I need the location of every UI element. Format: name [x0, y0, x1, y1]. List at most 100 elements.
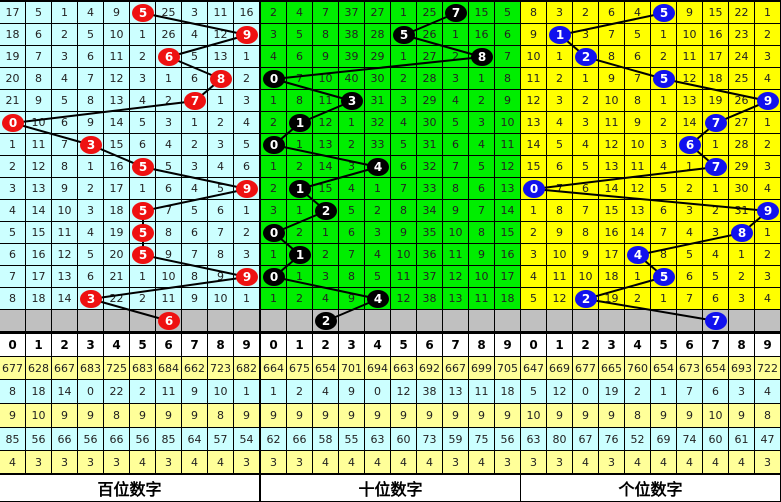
prediction-cell [573, 310, 599, 332]
omission-cell: 6 [0, 244, 26, 266]
stat-cell: 705 [495, 357, 521, 380]
omission-cell: 2 [130, 46, 156, 68]
omission-cell: 3 [521, 244, 547, 266]
omission-cell: 18 [495, 288, 521, 310]
prediction-cell [729, 310, 755, 332]
stat-cell: 9 [469, 404, 495, 428]
omission-cell: 1 [755, 112, 781, 134]
omission-cell: 5 [52, 90, 78, 112]
omission-cell: 8 [443, 178, 469, 200]
omission-cell: 1 [261, 156, 287, 178]
omission-cell: 26 [417, 24, 443, 46]
stat-cell: 628 [26, 357, 52, 380]
omission-cell: 9 [313, 46, 339, 68]
stat-cell: 4 [208, 451, 234, 474]
omission-cell: 12 [547, 288, 573, 310]
omission-cell: 6 [182, 222, 208, 244]
prediction-cell [339, 310, 365, 332]
omission-cell: 6 [495, 24, 521, 46]
stat-cell: 9 [313, 404, 339, 428]
stat-cell: 11 [469, 380, 495, 404]
omission-cell: 1 [651, 24, 677, 46]
stat-cell: 683 [78, 357, 104, 380]
draw-ball: 0 [523, 180, 545, 198]
digit-header: 2 [573, 334, 599, 357]
omission-cell: 11 [625, 156, 651, 178]
omission-cell: 13 [208, 46, 234, 68]
stat-cell: 56 [26, 428, 52, 451]
stat-cell: 1 [234, 380, 260, 404]
omission-cell: 13 [677, 90, 703, 112]
omission-cell: 11 [156, 288, 182, 310]
omission-cell: 14 [52, 288, 78, 310]
omission-cell: 2 [287, 156, 313, 178]
draw-ball: 1 [289, 246, 311, 264]
omission-cell: 5 [677, 244, 703, 266]
omission-cell: 13 [521, 112, 547, 134]
omission-cell: 1 [625, 266, 651, 288]
omission-cell: 1 [261, 244, 287, 266]
stat-cell: 54 [234, 428, 260, 451]
digit-header: 1 [547, 334, 573, 357]
stat-cell: 4 [729, 451, 755, 474]
omission-cell: 4 [208, 156, 234, 178]
omission-cell: 2 [729, 266, 755, 288]
omission-cell: 8 [182, 266, 208, 288]
omission-cell: 2 [755, 134, 781, 156]
omission-cell: 33 [365, 134, 391, 156]
stat-cell: 9 [677, 404, 703, 428]
stat-cell: 692 [417, 357, 443, 380]
stat-cell: 73 [417, 428, 443, 451]
omission-cell: 16 [703, 24, 729, 46]
stat-cell: 667 [443, 357, 469, 380]
draw-ball: 0 [2, 114, 24, 132]
omission-cell: 1 [755, 222, 781, 244]
omission-cell: 3 [755, 156, 781, 178]
omission-cell: 4 [443, 90, 469, 112]
omission-cell: 7 [0, 266, 26, 288]
prediction-ball: 6 [158, 312, 180, 330]
draw-ball: 0 [263, 224, 285, 242]
omission-cell: 19 [703, 90, 729, 112]
stat-cell: 19 [599, 380, 625, 404]
draw-ball: 9 [236, 268, 258, 286]
omission-cell: 16 [469, 24, 495, 46]
stat-cell: 8 [104, 404, 130, 428]
omission-cell: 3 [52, 46, 78, 68]
stat-cell: 4 [703, 451, 729, 474]
stat-cell: 4 [313, 380, 339, 404]
omission-cell: 38 [339, 24, 365, 46]
stat-cell: 0 [365, 380, 391, 404]
omission-cell: 6 [52, 112, 78, 134]
omission-cell: 9 [78, 112, 104, 134]
omission-cell: 8 [599, 46, 625, 68]
digit-header: 4 [365, 334, 391, 357]
stat-cell: 4 [391, 451, 417, 474]
prediction-cell [130, 310, 156, 332]
omission-cell: 3 [313, 266, 339, 288]
omission-cell: 15 [521, 156, 547, 178]
omission-cell: 4 [234, 112, 260, 134]
omission-cell: 6 [339, 222, 365, 244]
stat-cell: 675 [287, 357, 313, 380]
draw-ball: 0 [263, 268, 285, 286]
stat-cell: 8 [755, 404, 781, 428]
stat-cell: 725 [104, 357, 130, 380]
stat-cell: 4 [365, 451, 391, 474]
digit-header: 1 [287, 334, 313, 357]
omission-cell: 4 [78, 2, 104, 24]
omission-cell: 14 [599, 178, 625, 200]
omission-cell: 14 [521, 134, 547, 156]
draw-ball: 5 [653, 4, 675, 22]
omission-cell: 1 [469, 68, 495, 90]
omission-cell: 9 [443, 200, 469, 222]
omission-cell: 7 [182, 244, 208, 266]
omission-cell: 10 [391, 244, 417, 266]
omission-cell: 1 [130, 266, 156, 288]
omission-cell: 3 [755, 46, 781, 68]
omission-cell: 2 [287, 288, 313, 310]
draw-ball: 3 [80, 136, 102, 154]
omission-cell: 6 [78, 266, 104, 288]
omission-cell: 4 [703, 244, 729, 266]
omission-cell: 21 [0, 90, 26, 112]
